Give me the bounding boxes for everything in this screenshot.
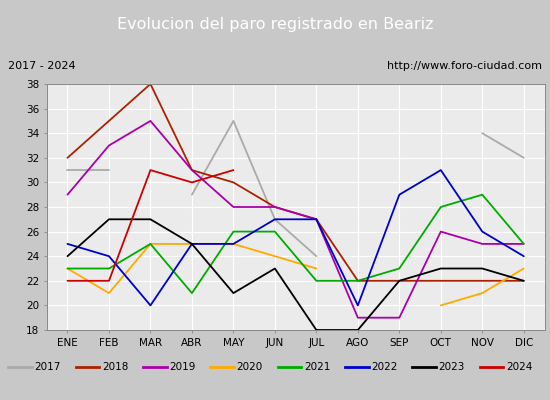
Text: 2024: 2024 xyxy=(506,362,532,372)
Text: 2017: 2017 xyxy=(35,362,61,372)
Text: 2022: 2022 xyxy=(371,362,398,372)
Text: Evolucion del paro registrado en Beariz: Evolucion del paro registrado en Beariz xyxy=(117,18,433,32)
Text: 2018: 2018 xyxy=(102,362,128,372)
Text: 2023: 2023 xyxy=(439,362,465,372)
Text: 2020: 2020 xyxy=(236,362,263,372)
Text: 2019: 2019 xyxy=(169,362,196,372)
Text: http://www.foro-ciudad.com: http://www.foro-ciudad.com xyxy=(387,61,542,71)
Text: 2017 - 2024: 2017 - 2024 xyxy=(8,61,76,71)
Text: 2021: 2021 xyxy=(304,362,331,372)
